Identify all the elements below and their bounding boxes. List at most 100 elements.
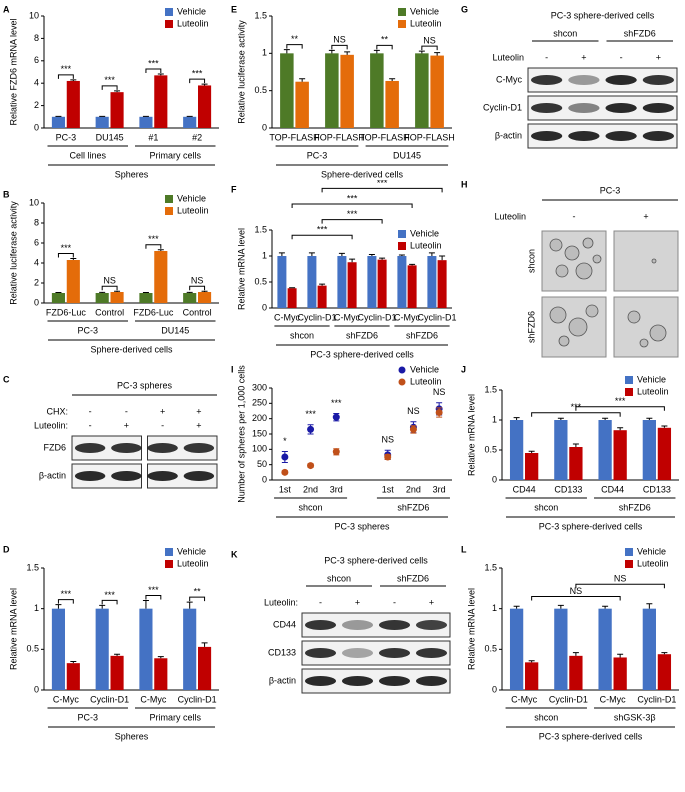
- group-label: shGSK-3β: [614, 712, 656, 722]
- blot-band: [415, 676, 448, 686]
- x-tick-label: Cyclin-D1: [637, 694, 676, 704]
- bar: [154, 251, 168, 303]
- group-label: shFZD6: [397, 502, 429, 512]
- y-tick-label: 1: [492, 603, 497, 613]
- bar: [347, 262, 357, 308]
- blot-panel: G PC-3 sphere-derived cells shcon shFZD6 Lut…: [461, 4, 678, 149]
- legend-label: Vehicle: [410, 6, 439, 16]
- bar: [287, 288, 297, 308]
- x-tick-label: Cyclin-D1: [417, 312, 456, 322]
- legend-label: Luteolin: [637, 558, 669, 568]
- error-bar: [142, 600, 149, 609]
- bar: [139, 116, 153, 128]
- significance-label: **: [194, 587, 202, 597]
- blot-band: [642, 131, 675, 141]
- significance-label: ***: [104, 75, 115, 85]
- blot-band: [568, 131, 600, 141]
- error-bar: [513, 417, 520, 420]
- y-tick-label: 100: [252, 444, 267, 454]
- significance-bracket: [286, 44, 303, 49]
- significance-label: ***: [317, 225, 328, 235]
- significance-label: **: [291, 34, 299, 44]
- bar: [95, 608, 109, 690]
- y-axis-label: Number of spheres per 1,000 cells: [236, 365, 246, 503]
- error-bar: [661, 652, 668, 655]
- x-tick-label: Cyclin-D1: [90, 694, 129, 704]
- y-tick-label: 1: [262, 48, 267, 58]
- group-label: shFZD6: [346, 330, 378, 340]
- significance-label: ***: [305, 409, 316, 419]
- blot-band: [341, 648, 374, 658]
- blot-band: [304, 676, 337, 686]
- band-label: CD133: [268, 647, 296, 657]
- significance-label: ***: [61, 64, 72, 74]
- bar: [183, 116, 197, 128]
- legend-swatch: [165, 20, 173, 28]
- treatment-sign: -: [89, 406, 92, 416]
- significance-label: ***: [148, 58, 159, 68]
- error-bar: [373, 49, 380, 54]
- treatment-sign: -: [319, 597, 322, 607]
- y-tick-label: 150: [252, 428, 267, 438]
- significance-label: ***: [347, 209, 358, 219]
- y-tick-label: 0.5: [254, 276, 267, 286]
- legend-label: Luteolin: [410, 240, 442, 250]
- sphere: [649, 324, 667, 342]
- treatment-sign: -: [573, 211, 576, 221]
- sphere: [585, 304, 599, 318]
- group-label: shFZD6: [406, 330, 438, 340]
- significance-label: *: [283, 436, 287, 446]
- error-bar: [528, 660, 535, 663]
- significance-bracket: [57, 253, 74, 258]
- legend-swatch: [165, 560, 173, 568]
- x-tick-label: FOP-FLASH: [404, 132, 455, 142]
- y-tick-label: 200: [252, 413, 267, 423]
- y-tick-label: 0: [262, 302, 267, 312]
- treatment-sign: +: [124, 420, 129, 430]
- treatment-sign: -: [545, 52, 548, 62]
- image-panel: H PC-3 Luteolin - + shcon shFZD6: [461, 179, 679, 358]
- panel-label: F: [231, 184, 237, 194]
- y-tick-label: 1.5: [484, 384, 497, 394]
- x-tick-label: C-Myc: [394, 312, 420, 322]
- treatment-label: Luteolin: [492, 52, 524, 62]
- sphere: [549, 306, 567, 324]
- bar: [183, 608, 197, 690]
- chart-panel: A Relative FZD6 mRNA level 0 2 4 6 8 10 PC-3 DU14…: [3, 4, 219, 179]
- blot-band: [605, 131, 637, 141]
- error-bar: [201, 83, 208, 86]
- error-bar: [99, 291, 106, 293]
- significance-bracket: [421, 45, 438, 51]
- legend-swatch: [398, 366, 406, 374]
- row-label: shFZD6: [526, 311, 536, 343]
- bar: [183, 293, 197, 303]
- bar: [295, 81, 309, 128]
- significance-label: NS: [423, 35, 436, 45]
- error-bar: [409, 263, 416, 266]
- y-tick-label: 10: [29, 197, 39, 207]
- group-label: shcon: [290, 330, 314, 340]
- treatment-sign: -: [161, 420, 164, 430]
- treatment-label: Luteolin:: [264, 597, 298, 607]
- group-label: Primary cells: [149, 150, 201, 160]
- x-tick-label: CD133: [554, 484, 582, 494]
- y-tick-label: 6: [34, 55, 39, 65]
- band-label: C-Myc: [496, 74, 522, 84]
- legend-swatch: [398, 242, 406, 250]
- legend-swatch: [165, 548, 173, 556]
- legend-swatch: [625, 376, 633, 384]
- significance-label: NS: [381, 435, 394, 445]
- error-bar: [513, 605, 520, 609]
- blot-title: PC-3 sphere-derived cells: [324, 555, 428, 565]
- y-tick-label: 8: [34, 217, 39, 227]
- significance-label: **: [381, 35, 389, 45]
- bar: [198, 646, 212, 690]
- error-bar: [368, 253, 375, 256]
- legend-label: Vehicle: [177, 546, 206, 556]
- significance-label: NS: [570, 586, 583, 596]
- blot-band: [304, 648, 337, 658]
- x-tick-label: CD44: [601, 484, 624, 494]
- x-tick-label: C-Myc: [274, 312, 300, 322]
- blot-title: PC-3 sphere-derived cells: [551, 10, 655, 20]
- y-tick-label: 0.5: [254, 85, 267, 95]
